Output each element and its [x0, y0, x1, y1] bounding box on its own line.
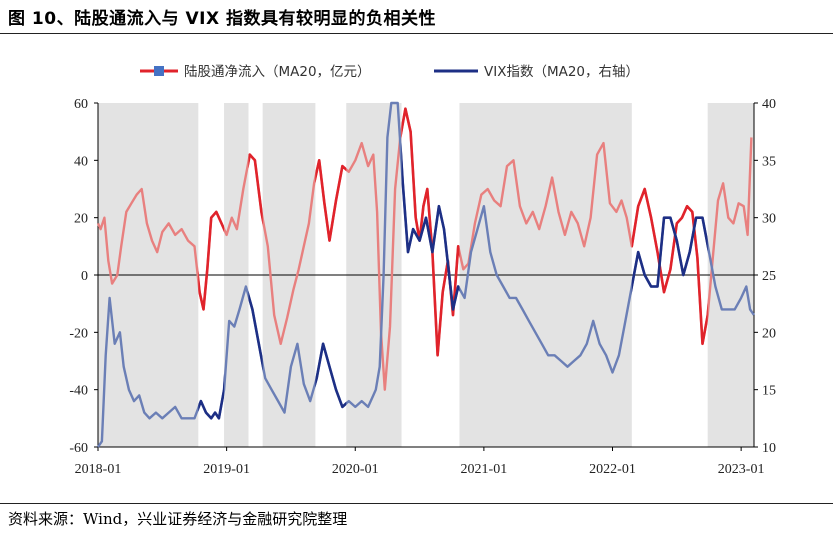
left-tick-label: 0 — [81, 269, 88, 284]
northbound-flow-line-highlight — [198, 107, 708, 391]
legend-vix-label: VIX指数（MA20，右轴） — [484, 64, 639, 80]
right-tick-label: 25 — [762, 269, 776, 284]
left-tick-label: -40 — [69, 384, 88, 399]
chart-title: 图 10、陆股通流入与 VIX 指数具有较明显的负相关性 — [8, 9, 437, 29]
source-rule — [0, 503, 833, 504]
right-tick-label: 35 — [762, 154, 776, 169]
series-lines — [96, 101, 755, 448]
right-tick-label: 10 — [762, 441, 776, 456]
left-tick-label: 60 — [74, 97, 88, 112]
x-tick-label: 2018-01 — [75, 462, 122, 477]
left-tick-label: -60 — [69, 441, 88, 456]
legend-flow-label: 陆股通净流入（MA20，亿元） — [184, 64, 371, 80]
vix-line-highlight — [198, 101, 708, 448]
left-tick-label: 40 — [74, 154, 88, 169]
axes: 60 40 20 0 -20 -40 -60 40 35 30 25 20 15 10 2018-01 201… — [69, 97, 776, 477]
legend: 陆股通净流入（MA20，亿元） VIX指数（MA20，右轴） — [140, 64, 639, 80]
right-tick-label: 30 — [762, 212, 776, 227]
x-tick-label: 2020-01 — [332, 462, 379, 477]
left-tick-label: 20 — [74, 212, 88, 227]
x-tick-label: 2022-01 — [589, 462, 636, 477]
left-tick-label: -20 — [69, 326, 88, 341]
source-note: 资料来源：Wind，兴业证券经济与金融研究院整理 — [8, 510, 348, 528]
right-tick-label: 20 — [762, 326, 776, 341]
title-rule — [0, 33, 833, 34]
x-tick-label: 2019-01 — [203, 462, 250, 477]
x-tick-label: 2021-01 — [461, 462, 508, 477]
right-tick-label: 40 — [762, 97, 776, 112]
x-tick-label: 2023-01 — [718, 462, 765, 477]
legend-flow-marker — [154, 66, 164, 76]
right-tick-label: 15 — [762, 384, 776, 399]
